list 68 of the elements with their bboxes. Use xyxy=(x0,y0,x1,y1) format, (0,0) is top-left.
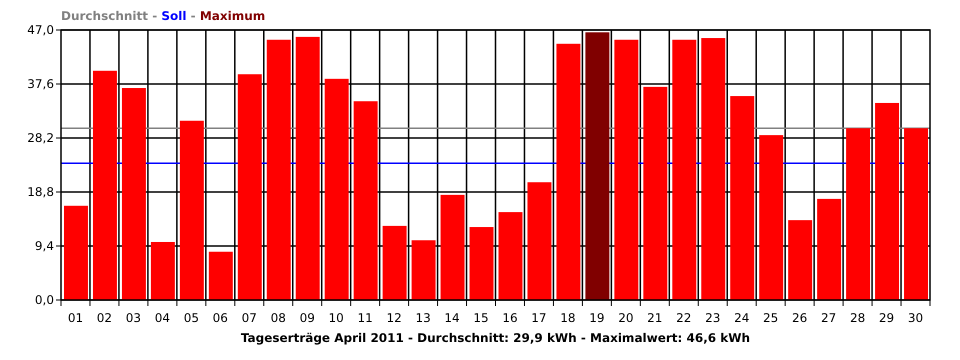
x-tick-label: 14 xyxy=(444,311,460,325)
bar xyxy=(412,240,436,300)
x-tick-label: 04 xyxy=(154,311,170,325)
x-tick-label: 27 xyxy=(820,311,836,325)
bar xyxy=(614,40,638,300)
bar xyxy=(470,227,494,300)
bar xyxy=(150,242,175,300)
bar xyxy=(788,220,812,300)
bar xyxy=(324,78,349,300)
y-tick-label: 0,0 xyxy=(34,293,54,308)
x-tick-label: 10 xyxy=(328,311,344,325)
chart-title: Durchschnitt - Soll - Maximum xyxy=(61,9,266,23)
bar xyxy=(817,198,842,300)
bar xyxy=(527,182,552,300)
x-tick-label: 25 xyxy=(763,311,778,325)
x-tick-label: 18 xyxy=(560,311,576,325)
x-tick-label: 03 xyxy=(126,311,142,325)
x-tick-label: 20 xyxy=(618,311,634,325)
bar xyxy=(92,70,117,300)
x-tick-label: 12 xyxy=(386,311,402,325)
x-tick-label: 24 xyxy=(734,311,750,325)
bar xyxy=(382,226,407,300)
x-tick-label: 06 xyxy=(212,311,228,325)
bar xyxy=(296,36,320,300)
bar xyxy=(238,74,262,300)
bar xyxy=(180,120,204,300)
bar xyxy=(672,40,696,300)
x-tick-label: 29 xyxy=(878,311,894,325)
bar xyxy=(701,38,726,300)
bar xyxy=(730,96,754,300)
x-tick-label: 13 xyxy=(415,311,431,325)
bar xyxy=(585,32,610,300)
x-tick-label: 15 xyxy=(473,311,489,325)
x-tick-label: 22 xyxy=(676,311,692,325)
y-tick-label: 9,4 xyxy=(34,239,54,254)
x-tick-label: 01 xyxy=(68,311,84,325)
bar xyxy=(208,252,233,300)
x-tick-label: 07 xyxy=(242,311,257,325)
bar xyxy=(643,86,668,300)
bar xyxy=(64,206,88,300)
bar xyxy=(759,135,784,300)
x-tick-label: 09 xyxy=(300,311,315,325)
bar xyxy=(875,102,900,300)
y-tick-label: 28,2 xyxy=(27,131,54,146)
bar xyxy=(440,194,465,300)
bar xyxy=(498,212,522,300)
x-tick-label: 23 xyxy=(705,311,720,325)
x-tick-label: 08 xyxy=(270,311,286,325)
y-tick-label: 18,8 xyxy=(27,185,54,200)
x-tick-label: 28 xyxy=(850,311,866,325)
x-tick-label: 05 xyxy=(184,311,199,325)
bar xyxy=(122,88,146,300)
x-axis-title: Tageserträge April 2011 - Durchschnitt: 29,9 kWh - Maximalwert: 46,6 kWh xyxy=(240,331,750,345)
x-tick-label: 19 xyxy=(589,311,605,325)
x-tick-label: 02 xyxy=(96,311,112,325)
x-tick-label: 26 xyxy=(792,311,808,325)
y-tick-label: 37,6 xyxy=(27,77,54,92)
x-tick-label: 21 xyxy=(647,311,662,325)
x-tick-label: 30 xyxy=(908,311,924,325)
x-tick-label: 16 xyxy=(502,311,518,325)
y-tick-label: 47,0 xyxy=(27,23,54,38)
bar xyxy=(556,44,580,300)
bar xyxy=(904,128,928,300)
x-tick-label: 11 xyxy=(358,311,373,325)
x-tick-label: 17 xyxy=(531,311,547,325)
bar xyxy=(266,40,291,300)
bar xyxy=(354,101,378,300)
bar xyxy=(846,128,870,300)
